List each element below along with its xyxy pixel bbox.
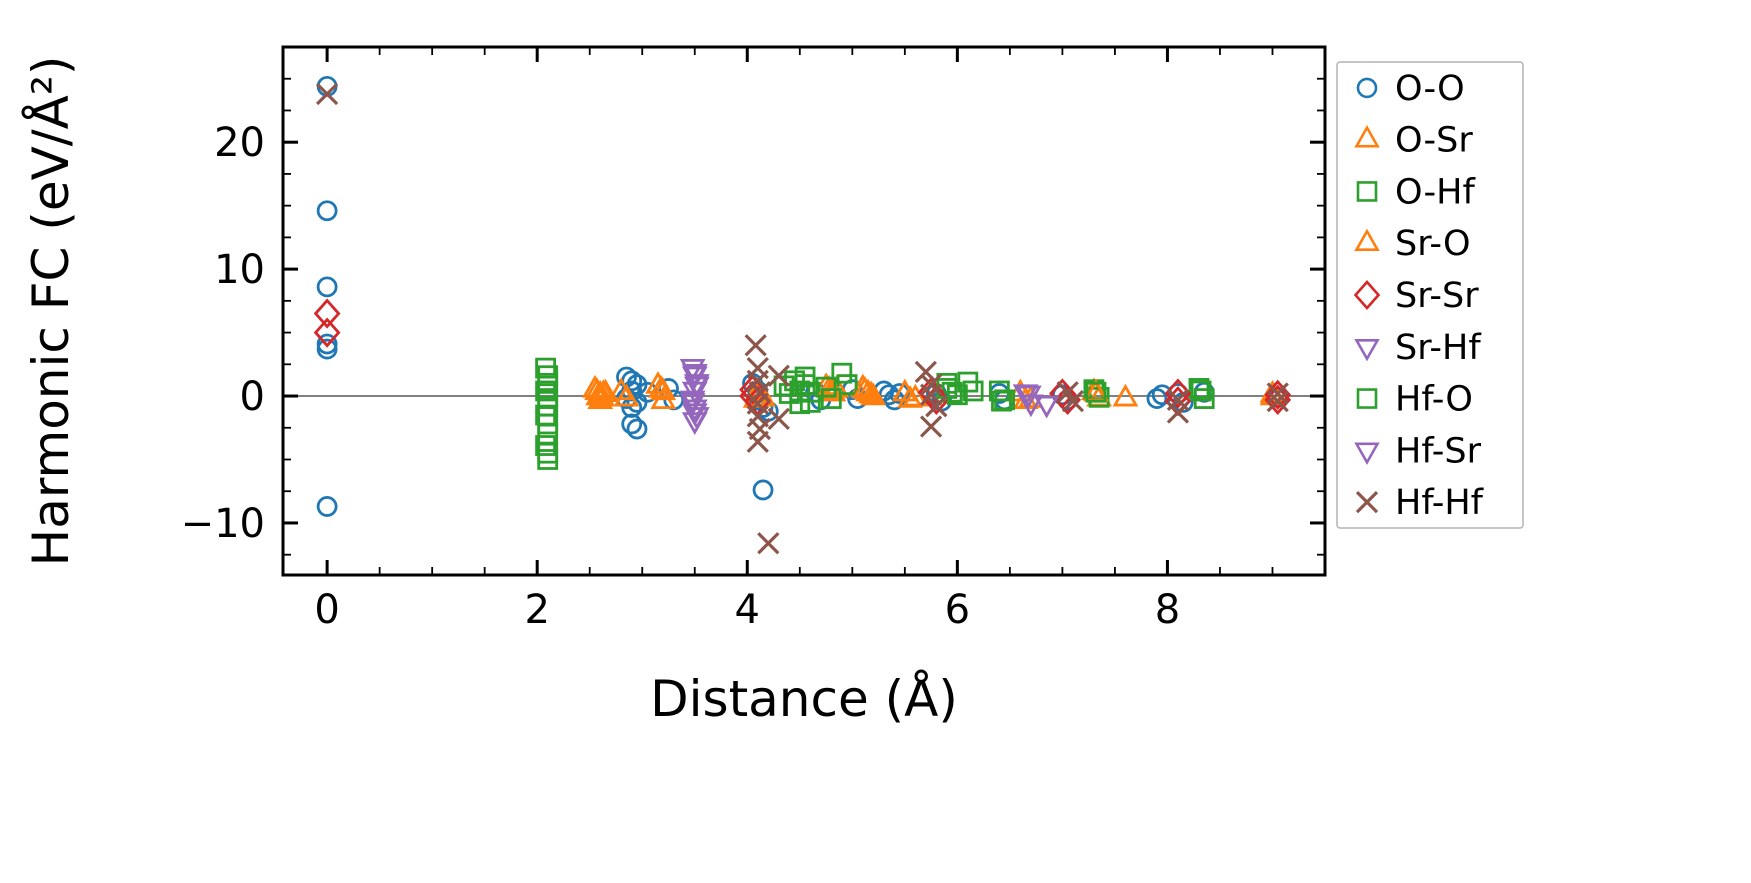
legend-item-label: Hf-O (1395, 380, 1473, 420)
legend-item-label: Hf-Sr (1395, 431, 1482, 471)
legend-item-label: Hf-Hf (1395, 483, 1484, 523)
x-tick-label: 0 (314, 587, 339, 633)
legend-item-O-O: O-O (1356, 69, 1465, 109)
series-Hf-Hf (315, 82, 1289, 555)
y-tick-label: 0 (240, 374, 265, 420)
circle-marker-icon (1356, 77, 1378, 99)
triangle-down-marker-icon (1354, 338, 1380, 362)
series-Hf-Sr (679, 364, 1042, 427)
legend-item-Hf-Sr: Hf-Sr (1354, 431, 1482, 471)
legend: O-O O-Sr O-Hf Sr-O Sr-Sr Sr-Hf Hf-O Hf-Sr Hf-Hf (1336, 61, 1524, 529)
square-marker-icon (1356, 181, 1378, 202)
plot-series (313, 75, 1292, 555)
y-axis: −10 0 10 20 (181, 77, 1325, 556)
legend-item-Hf-O: Hf-O (1356, 380, 1473, 420)
legend-item-Sr-O: Sr-O (1354, 224, 1471, 264)
y-tick-label: 10 (214, 247, 265, 293)
legend-item-O-Sr: O-Sr (1354, 121, 1473, 161)
legend-item-Sr-Hf: Sr-Hf (1354, 328, 1481, 368)
diamond-marker-icon (1353, 280, 1381, 310)
x-axis-label: Distance (Å) (650, 670, 958, 728)
x-tick-label: 8 (1155, 587, 1180, 633)
legend-item-label: O-O (1395, 69, 1465, 109)
legend-item-label: Sr-Hf (1395, 328, 1481, 368)
triangle-up-marker-icon (1354, 125, 1380, 148)
legend-item-label: Sr-Sr (1395, 276, 1479, 316)
series-Hf-O (784, 370, 1212, 415)
x-marker-icon (1355, 490, 1379, 514)
legend-item-label: Sr-O (1395, 224, 1471, 264)
y-axis-label: Harmonic FC (eV/Å²) (22, 56, 80, 567)
legend-item-label: O-Hf (1395, 172, 1475, 212)
legend-item-O-Hf: O-Hf (1356, 172, 1475, 212)
legend-item-Sr-Sr: Sr-Sr (1353, 276, 1479, 316)
legend-item-label: O-Sr (1395, 121, 1473, 161)
legend-box (1336, 61, 1524, 529)
triangle-down-marker-icon (1354, 442, 1380, 465)
y-tick-label: 20 (214, 120, 265, 166)
x-tick-label: 6 (945, 587, 970, 633)
triangle-up-marker-icon (1354, 228, 1380, 252)
legend-item-Hf-Hf: Hf-Hf (1355, 483, 1484, 523)
square-marker-icon (1356, 388, 1378, 409)
x-tick-label: 2 (524, 587, 549, 633)
x-axis: 0 2 4 6 8 (314, 47, 1274, 633)
y-tick-label: −10 (181, 501, 265, 547)
plot-border (281, 45, 1327, 577)
x-tick-label: 4 (735, 587, 760, 633)
